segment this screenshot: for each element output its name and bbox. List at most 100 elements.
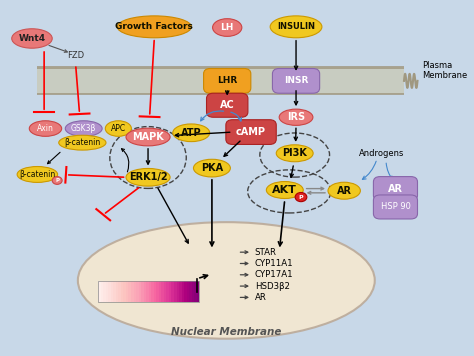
Bar [174,282,176,302]
Text: PI3K: PI3K [282,148,307,158]
Bar [166,282,169,302]
Text: Nuclear Membrane: Nuclear Membrane [171,327,282,337]
FancyBboxPatch shape [374,195,418,219]
Text: AKT: AKT [273,185,297,195]
Bar [136,282,138,302]
Text: AR: AR [255,293,266,302]
FancyBboxPatch shape [207,93,248,117]
Bar [169,282,172,302]
Bar [123,282,126,302]
Text: APC: APC [111,124,126,133]
Bar [134,282,136,302]
Ellipse shape [78,222,375,339]
Bar [179,282,182,302]
Text: Wnt4: Wnt4 [18,34,46,43]
Text: INSULIN: INSULIN [277,22,315,31]
Bar [176,282,179,302]
Bar [98,282,200,302]
Ellipse shape [276,145,313,162]
Bar [141,282,144,302]
Bar [100,282,103,302]
Ellipse shape [65,121,102,136]
Ellipse shape [295,193,307,201]
Bar [111,282,113,302]
Text: STAR: STAR [255,248,277,257]
Ellipse shape [270,16,322,38]
Bar [118,282,121,302]
Bar [144,282,146,302]
Text: AR: AR [388,184,403,194]
Text: CYP11A1: CYP11A1 [255,259,293,268]
Bar [187,282,189,302]
Bar [37,66,404,68]
Ellipse shape [17,167,58,182]
Bar [154,282,156,302]
Ellipse shape [126,128,170,146]
Bar [172,282,174,302]
Ellipse shape [117,16,191,38]
Bar [126,282,128,302]
Text: HSD3β2: HSD3β2 [255,282,290,290]
FancyBboxPatch shape [273,68,319,93]
Ellipse shape [173,124,210,142]
Bar [189,282,191,302]
Bar [146,282,149,302]
Bar [159,282,161,302]
Bar [184,282,187,302]
Text: Plasma
Membrane: Plasma Membrane [422,61,467,80]
Text: AR: AR [337,186,352,196]
Bar [113,282,116,302]
Bar [106,282,108,302]
Text: FZD: FZD [67,51,84,59]
Bar [108,282,111,302]
Text: GSK3β: GSK3β [71,124,96,133]
Ellipse shape [328,182,360,199]
Text: Growth Factors: Growth Factors [115,22,193,31]
Ellipse shape [59,135,106,150]
Bar [121,282,123,302]
Text: AC: AC [220,100,235,110]
FancyBboxPatch shape [204,68,251,93]
Bar [156,282,159,302]
Text: HSP 90: HSP 90 [381,203,410,211]
Ellipse shape [193,159,230,177]
Text: INSR: INSR [284,77,308,85]
Text: P: P [299,195,303,200]
Ellipse shape [29,121,62,136]
Text: ERK1/2: ERK1/2 [129,172,167,182]
FancyBboxPatch shape [226,120,276,145]
Text: Androgens: Androgens [359,150,404,158]
Bar [197,282,200,302]
Text: cAMP: cAMP [236,127,266,137]
Ellipse shape [126,168,170,186]
Bar [128,282,131,302]
Ellipse shape [279,109,313,125]
Ellipse shape [52,177,62,184]
Text: Axin: Axin [37,124,54,133]
Bar [151,282,154,302]
Text: β-catenin: β-catenin [64,138,100,147]
Text: ATP: ATP [181,128,201,138]
FancyBboxPatch shape [374,177,418,201]
Bar [191,282,194,302]
Text: CYP17A1: CYP17A1 [255,270,293,279]
Bar [164,282,166,302]
Text: MAPK: MAPK [132,132,164,142]
Bar [161,282,164,302]
Text: β-catenin: β-catenin [19,170,55,179]
Bar [103,282,106,302]
Bar [138,282,141,302]
Ellipse shape [213,19,242,36]
Text: LHR: LHR [217,77,237,85]
Bar [37,67,404,94]
Ellipse shape [266,182,303,199]
Text: IRS: IRS [287,112,305,122]
Bar [116,282,118,302]
Ellipse shape [105,121,131,136]
Bar [131,282,134,302]
Text: PKA: PKA [201,163,223,173]
Bar [149,282,151,302]
Text: P: P [55,178,59,183]
Bar [194,282,197,302]
Text: LH: LH [220,23,234,32]
